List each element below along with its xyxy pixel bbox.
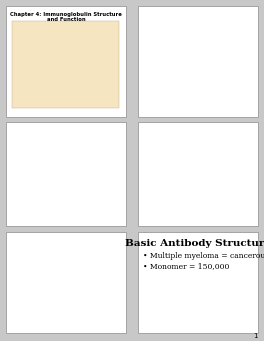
Text: • Multiple myeloma = cancerous plasma cells: • Multiple myeloma = cancerous plasma ce… xyxy=(143,252,264,260)
Text: Chapter 4: Immunoglobulin Structure: Chapter 4: Immunoglobulin Structure xyxy=(10,12,122,17)
Bar xyxy=(138,6,258,117)
Bar xyxy=(6,122,126,226)
Bar xyxy=(138,232,258,333)
Text: and Function: and Function xyxy=(46,17,85,23)
Text: Basic Antibody Structure: Basic Antibody Structure xyxy=(125,239,264,248)
Text: • Monomer = 150,000: • Monomer = 150,000 xyxy=(143,263,229,270)
Bar xyxy=(138,122,258,226)
Text: 1: 1 xyxy=(253,333,257,339)
Bar xyxy=(6,232,126,333)
Bar xyxy=(6,6,126,117)
Bar xyxy=(12,21,119,108)
